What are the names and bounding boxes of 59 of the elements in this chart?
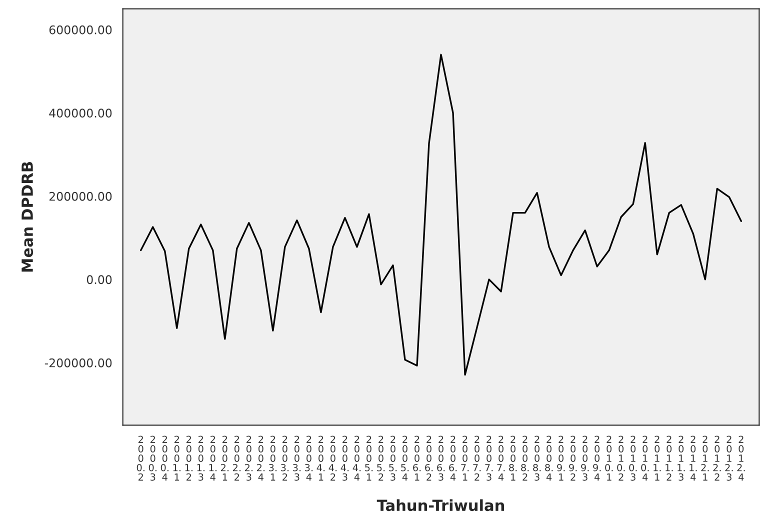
x-tick-label: 2008.4: [545, 436, 553, 481]
x-tick-label: 2004.2: [328, 436, 337, 481]
x-tick-label: 2005.3: [389, 436, 397, 481]
x-tick-label: 2007.1: [461, 436, 469, 481]
x-tick-label: 2009.4: [593, 436, 601, 481]
x-tick-label: 2004.1: [316, 436, 325, 481]
x-tick-label: 2002.4: [256, 436, 265, 481]
x-tick-label: 2008.2: [521, 436, 529, 481]
x-tick-label: 2009.1: [557, 436, 565, 481]
x-tick-label: 2002.2: [232, 436, 240, 481]
y-tick-label: 0.00: [86, 275, 112, 284]
x-tick-label: 2003.3: [293, 436, 301, 481]
x-tick-label: 2012.4: [737, 436, 745, 481]
x-tick-label: 2010.3: [629, 436, 637, 481]
x-tick-label: 2005.2: [377, 436, 385, 481]
x-tick-label: 2001.1: [173, 436, 180, 481]
x-tick-label: 2012.2: [713, 436, 721, 481]
x-tick-label: 2003.1: [269, 436, 277, 481]
x-tick-label: 2011.2: [666, 436, 673, 481]
x-tick-label: 2000.3: [148, 436, 156, 481]
x-tick-label: 2000.4: [160, 436, 168, 481]
x-tick-label: 2010.2: [617, 436, 625, 481]
x-tick-label: 2008.3: [533, 436, 541, 481]
x-tick-label: 2011.3: [678, 436, 685, 481]
x-tick-label: 2007.2: [473, 436, 481, 481]
x-tick-label: 2007.3: [485, 436, 493, 481]
x-tick-label: 2003.4: [305, 436, 313, 481]
x-tick-label: 2002.1: [220, 436, 228, 481]
x-tick-label: 2007.4: [497, 436, 505, 481]
x-tick-label: 2002.3: [244, 436, 252, 481]
x-tick-label: 2011.1: [654, 436, 661, 481]
x-tick-label: 2004.4: [352, 436, 361, 481]
x-tick-label: 2001.4: [209, 436, 216, 481]
x-tick-label: 2006.4: [449, 436, 457, 481]
x-tick-label: 2012.3: [725, 436, 733, 481]
x-tick-label: 2005.1: [365, 436, 373, 481]
x-tick-label: 2006.1: [413, 436, 421, 481]
x-tick-label: 2000.2: [136, 436, 144, 481]
x-tick-label: 2001.2: [185, 436, 192, 481]
x-tick-label: 2010.4: [641, 436, 649, 481]
y-tick-label: 600000.00: [49, 25, 112, 34]
x-tick-label: 2006.2: [425, 436, 433, 481]
y-tick-label: -200000.00: [44, 358, 112, 368]
x-tick-label: 2009.2: [569, 436, 577, 481]
y-tick-label: 200000.00: [49, 192, 112, 201]
x-tick-label: 2006.3: [437, 436, 445, 481]
y-tick-label: 400000.00: [49, 108, 112, 118]
x-tick-label: 2009.3: [581, 436, 589, 481]
x-tick-label: 2004.3: [340, 436, 349, 481]
x-tick-label: 2011.4: [690, 436, 697, 481]
line-series: [140, 54, 742, 376]
y-axis-title: Mean DPDRB: [22, 162, 34, 272]
x-tick-label: 2003.2: [281, 436, 289, 481]
x-tick-label: 2008.1: [509, 436, 517, 481]
x-axis-title: Tahun-Triwulan: [376, 499, 504, 512]
x-tick-label: 2010.1: [605, 436, 613, 481]
x-tick-label: 2012.1: [701, 436, 709, 481]
x-tick-label: 2001.3: [197, 436, 204, 481]
x-tick-label: 2005.4: [401, 436, 409, 481]
